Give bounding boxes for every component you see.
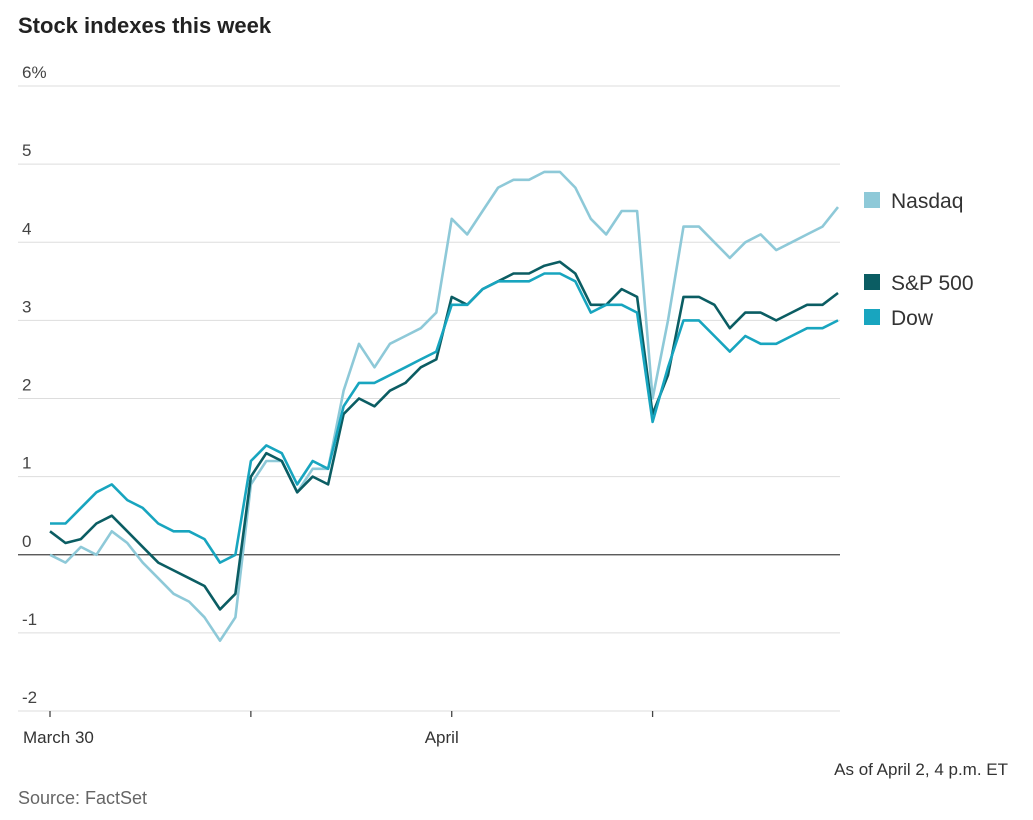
y-tick-label: 4 <box>22 219 31 238</box>
series-line <box>50 272 839 564</box>
annotation: As of April 2, 4 p.m. ET <box>834 760 1008 779</box>
source: Source: FactSet <box>18 788 147 808</box>
series-line <box>49 170 840 642</box>
legend-label: S&P 500 <box>891 272 974 295</box>
legend-swatch <box>864 309 880 325</box>
series-line <box>49 260 839 611</box>
chart-title: Stock indexes this week <box>18 13 272 38</box>
y-tick-label: -2 <box>22 688 37 707</box>
y-tick-label: 5 <box>22 141 31 160</box>
x-tick-label: March 30 <box>23 728 94 747</box>
legend-label: Nasdaq <box>891 190 963 213</box>
legend-swatch <box>864 274 880 290</box>
legend-label: Dow <box>891 307 934 330</box>
y-tick-label: 0 <box>22 532 31 551</box>
x-tick-label: April <box>425 728 459 747</box>
y-tick-label: 1 <box>22 454 31 473</box>
legend-swatch <box>864 192 880 208</box>
y-tick-label: -1 <box>22 610 37 629</box>
y-tick-label: 6% <box>22 63 47 82</box>
y-tick-label: 3 <box>22 297 31 316</box>
y-tick-label: 2 <box>22 376 31 395</box>
